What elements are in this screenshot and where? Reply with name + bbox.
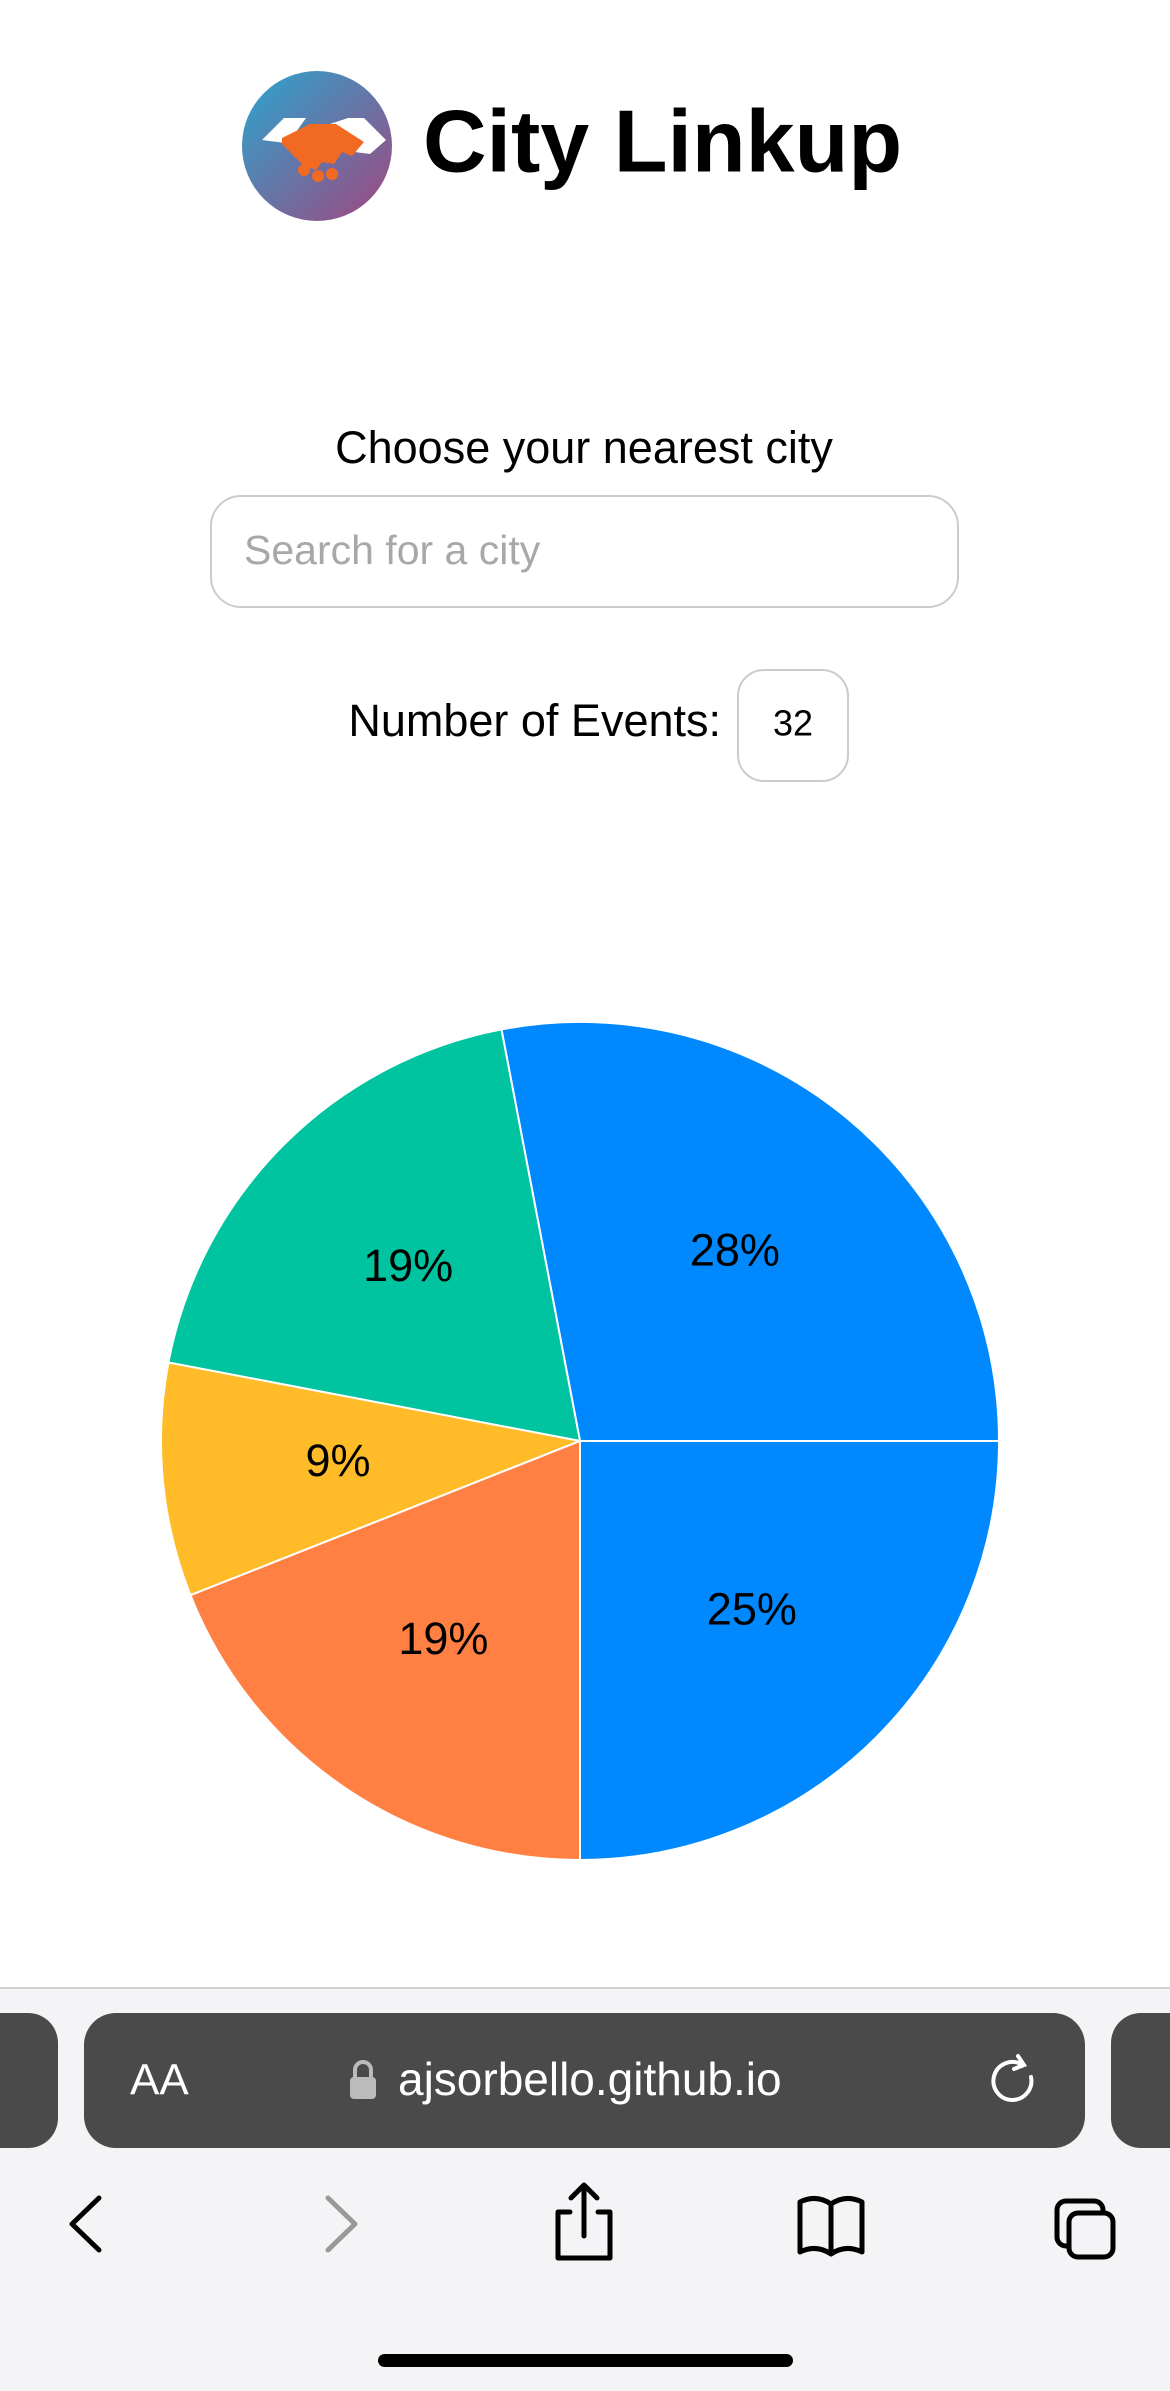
events-input[interactable] — [737, 669, 849, 782]
pie-slice — [500, 1021, 1001, 1442]
search-label: Choose your nearest city — [335, 422, 833, 473]
app-title: City Linkup — [423, 91, 902, 190]
prev-tab-pill[interactable] — [0, 2013, 58, 2148]
bookmarks-button[interactable] — [797, 2196, 865, 2257]
events-value: 32 — [773, 703, 813, 744]
search-input[interactable] — [210, 495, 959, 608]
events-label: Number of Events: — [348, 695, 721, 746]
next-tab-pill[interactable] — [1111, 2013, 1170, 2148]
text-size-button[interactable]: AA — [130, 2056, 189, 2105]
logo — [242, 71, 392, 221]
address-bar[interactable] — [84, 2013, 1085, 2148]
slice-label: 19% — [398, 1613, 488, 1664]
reload-button[interactable] — [991, 2054, 1034, 2102]
pie-slice — [189, 1439, 581, 1862]
tabs-button[interactable] — [1054, 2198, 1116, 2260]
url-text: ajsorbello.github.io — [398, 2053, 782, 2105]
home-indicator — [378, 2354, 793, 2367]
slice-label: 25% — [707, 1584, 797, 1635]
lock-icon — [350, 2060, 376, 2099]
forward-button[interactable] — [325, 2195, 358, 2253]
slice-label: 9% — [306, 1435, 371, 1486]
slice-label: 19% — [363, 1240, 453, 1291]
pie-slice — [579, 1440, 1001, 1862]
slice-label: 28% — [690, 1225, 780, 1276]
share-button[interactable] — [555, 2182, 613, 2261]
pie-slice — [160, 1361, 584, 1597]
search-placeholder: Search for a city — [244, 527, 541, 573]
pie-slice — [167, 1028, 582, 1443]
pie-chart: 28% 19% 9% 19% 25% — [160, 1021, 1001, 1862]
back-button[interactable] — [69, 2195, 102, 2253]
